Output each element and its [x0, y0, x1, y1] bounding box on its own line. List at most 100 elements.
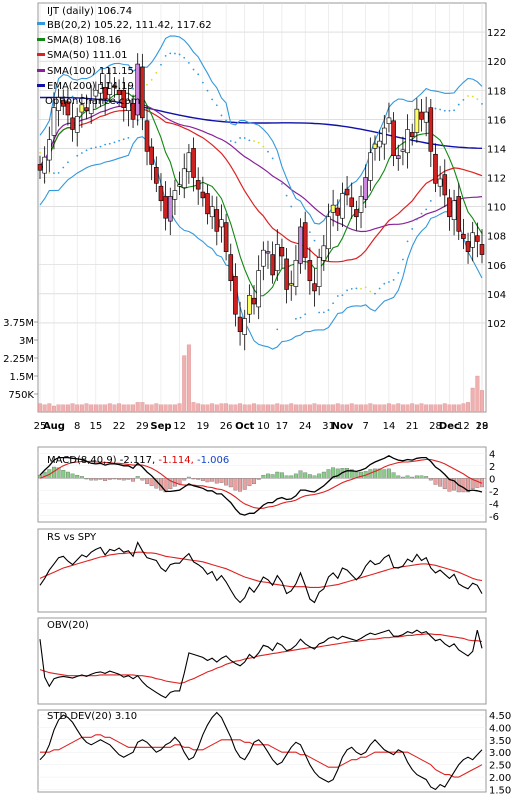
- volume-bar: [252, 403, 256, 413]
- macd-tick-label: -2: [489, 487, 499, 498]
- psar-dot: [187, 62, 190, 64]
- price-tick-label: 104: [487, 290, 506, 301]
- volume-bar: [321, 404, 326, 413]
- candle-body: [167, 196, 173, 222]
- macd-histogram-bar: [61, 469, 66, 479]
- psar-dot: [225, 119, 228, 122]
- volume-bar: [84, 403, 89, 413]
- psar-dot: [383, 282, 386, 285]
- candle-body: [442, 174, 448, 196]
- candle-body: [344, 188, 350, 196]
- candle-body: [358, 196, 364, 213]
- volume-bar: [363, 404, 368, 413]
- candle-body: [186, 152, 192, 172]
- stddev-tick-label: 3.00: [489, 748, 511, 759]
- candle-body: [60, 100, 66, 107]
- macd-histogram-bar: [261, 474, 266, 479]
- psar-dot: [122, 138, 125, 141]
- candle-body: [409, 132, 415, 138]
- psar-dot: [350, 287, 353, 290]
- candle-body: [386, 117, 392, 124]
- psar-dot: [308, 231, 311, 234]
- volume-tick-label: 1.5M: [9, 372, 34, 383]
- macd-histogram-bar: [70, 473, 75, 479]
- price-tick-label: 114: [487, 144, 506, 155]
- volume-bar: [177, 403, 182, 413]
- volume-bar: [56, 404, 61, 413]
- macd-histogram-bar: [298, 470, 303, 479]
- date-tick-label: Aug: [43, 421, 65, 432]
- psar-dot: [146, 83, 148, 86]
- volume-bar: [359, 404, 363, 413]
- candle-body: [368, 152, 373, 181]
- date-tick-label: Oct: [235, 421, 254, 432]
- psar-dot: [239, 137, 241, 139]
- candle-body: [37, 164, 43, 171]
- candle-body: [121, 89, 127, 109]
- psar-dot: [118, 139, 120, 142]
- date-tick-label: 19: [476, 421, 489, 432]
- candle-body: [84, 107, 89, 111]
- psar-dot: [341, 294, 344, 297]
- volume-bar: [466, 402, 470, 413]
- volume-bar: [400, 404, 405, 413]
- psar-dot: [467, 95, 469, 97]
- macd-histogram-bar: [396, 475, 401, 479]
- candle-body: [209, 206, 215, 218]
- candle-body: [428, 107, 434, 152]
- date-tick-label: 12: [457, 421, 470, 432]
- sma8-legend-swatch: [37, 38, 45, 41]
- macd-histogram-bar: [382, 469, 387, 479]
- candle-body: [242, 318, 248, 335]
- macd-histogram-bar: [233, 478, 238, 491]
- psar-dot: [369, 290, 372, 293]
- macd-histogram-bar: [335, 468, 340, 479]
- candle-body: [93, 89, 99, 97]
- candle-body: [140, 66, 145, 119]
- psar-dot: [215, 104, 218, 107]
- psar-dot: [76, 154, 79, 157]
- macd-histogram-bar: [214, 478, 219, 484]
- volume-bar: [368, 403, 373, 413]
- macd-histogram-bar: [391, 472, 396, 479]
- volume-bar: [205, 404, 210, 413]
- volume-bar: [456, 404, 461, 413]
- psar-dot: [322, 311, 325, 314]
- macd-histogram-bar: [307, 474, 312, 479]
- macd-title-main: MACD(8,40,9) -2.117,: [47, 455, 155, 466]
- volume-bar: [340, 404, 345, 413]
- candle-body: [433, 153, 438, 184]
- macd-histogram-bar: [405, 475, 410, 479]
- psar-dot: [406, 240, 409, 243]
- candle-body: [102, 87, 108, 100]
- volume-bar: [75, 404, 80, 413]
- candle-body: [51, 107, 57, 136]
- volume-bar: [149, 404, 154, 413]
- candle-body: [405, 129, 410, 154]
- macd-tick-label: -4: [489, 499, 499, 510]
- volume-bar: [238, 403, 243, 413]
- psar-dot: [290, 205, 293, 208]
- psar-dot: [476, 98, 479, 101]
- candle-body: [326, 216, 331, 250]
- psar-dot: [434, 107, 437, 110]
- candle-body: [265, 251, 271, 254]
- macd-histogram-bar: [270, 474, 275, 479]
- candle-body: [74, 116, 80, 133]
- candle-body: [274, 244, 280, 271]
- macd-histogram-bar: [103, 478, 108, 481]
- macd-histogram-bar: [442, 478, 447, 490]
- volume-bar: [172, 404, 177, 413]
- candle-body: [88, 100, 94, 114]
- psar-dot: [211, 98, 214, 101]
- volume-bar: [433, 404, 438, 413]
- ema200-legend-swatch: [37, 84, 45, 87]
- volume-bar: [126, 404, 131, 413]
- candle-body: [70, 117, 75, 130]
- psar-dot: [429, 200, 432, 202]
- psar-dot: [178, 53, 181, 56]
- candle-body: [195, 180, 201, 190]
- date-tick-label: 12: [173, 421, 186, 432]
